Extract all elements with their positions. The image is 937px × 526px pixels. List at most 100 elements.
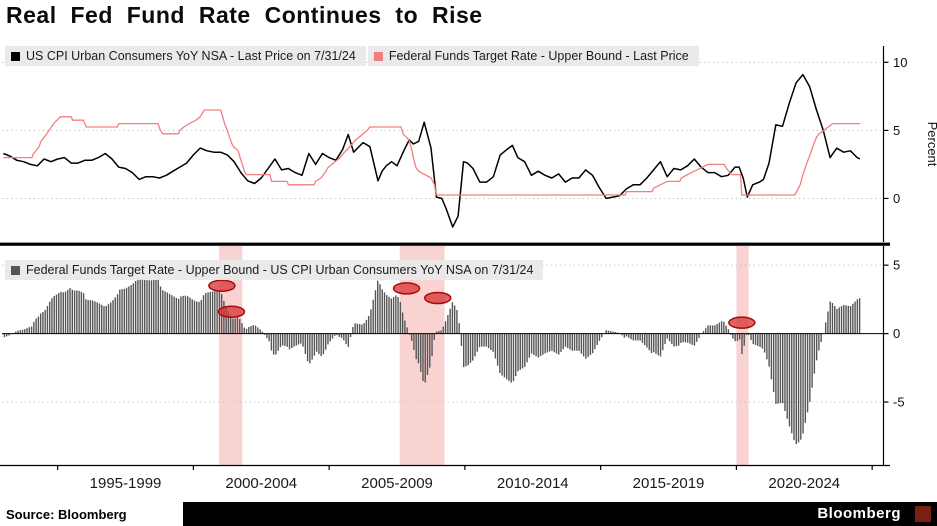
- real-rate-bar: [723, 321, 725, 334]
- real-rate-bar: [144, 279, 146, 334]
- real-rate-bar: [632, 333, 635, 341]
- real-rate-bar: [485, 333, 488, 347]
- real-rate-bar: [818, 333, 820, 351]
- real-rate-bar: [198, 301, 200, 334]
- real-rate-bar: [205, 293, 207, 334]
- real-rate-bar: [42, 312, 44, 334]
- real-rate-bar: [175, 297, 178, 334]
- real-rate-bar: [150, 280, 153, 334]
- real-rate-bar: [564, 333, 567, 347]
- y-tick-label-bottom: -5: [893, 395, 905, 410]
- real-rate-bar: [291, 333, 293, 349]
- real-rate-bar: [515, 333, 517, 377]
- real-rate-bar: [630, 333, 632, 340]
- real-rate-bar: [71, 289, 74, 334]
- real-rate-bar: [845, 305, 847, 334]
- real-rate-bar: [153, 280, 155, 334]
- x-tick-label: 2015-2019: [633, 475, 705, 492]
- real-rate-bar: [28, 327, 31, 334]
- annotation-oval: [728, 316, 756, 329]
- real-rate-bar: [370, 309, 372, 334]
- real-rate-bar: [854, 301, 856, 334]
- real-rate-bar: [675, 333, 678, 347]
- real-rate-bar: [689, 333, 691, 344]
- real-rate-bar: [499, 333, 501, 374]
- real-rate-bar: [171, 295, 173, 334]
- real-rate-bar: [729, 333, 732, 335]
- real-rate-bar: [460, 333, 463, 346]
- real-rate-bar: [539, 333, 542, 357]
- real-rate-bar: [159, 286, 162, 334]
- real-rate-bar: [555, 333, 558, 354]
- real-rate-bar: [562, 333, 564, 350]
- real-rate-bar: [15, 331, 17, 334]
- real-rate-bar: [338, 333, 340, 337]
- real-rate-bar: [809, 333, 811, 402]
- real-rate-bar: [487, 333, 490, 349]
- real-rate-bar: [770, 333, 773, 380]
- real-rate-bar: [824, 322, 827, 334]
- real-rate-bar: [209, 291, 212, 334]
- real-rate-bar: [279, 333, 282, 348]
- real-rate-bar: [44, 309, 46, 334]
- real-rate-bar: [449, 308, 451, 334]
- real-rate-bar: [381, 289, 383, 334]
- real-rate-bar: [750, 333, 752, 341]
- real-rate-bar: [657, 333, 659, 356]
- real-rate-bar: [322, 333, 325, 355]
- real-rate-bar: [752, 333, 754, 345]
- real-rate-bar: [39, 313, 42, 334]
- recession-band: [219, 246, 243, 465]
- real-rate-bar: [508, 333, 510, 381]
- legend-bottom: Federal Funds Target Rate - Upper Bound …: [5, 260, 544, 280]
- real-rate-bar: [639, 333, 641, 341]
- real-rate-bar: [26, 328, 28, 334]
- annotation-oval: [392, 282, 421, 295]
- real-rate-bar: [345, 333, 347, 345]
- legend-item-cpi-label: US CPI Urban Consumers YoY NSA - Last Pr…: [26, 49, 356, 63]
- real-rate-bar: [309, 333, 311, 364]
- real-rate-bar: [494, 333, 497, 359]
- real-rate-bar: [62, 292, 64, 334]
- x-tick-label: 2000-2004: [225, 475, 297, 492]
- real-rate-bar: [691, 333, 693, 345]
- real-rate-bar: [46, 305, 49, 334]
- real-rate-bar: [772, 333, 775, 393]
- legend-item-real-rate: Federal Funds Target Rate - Upper Bound …: [5, 260, 544, 280]
- real-rate-bar: [263, 333, 266, 335]
- real-rate-bar: [243, 327, 245, 334]
- real-rate-bar: [334, 333, 336, 336]
- real-rate-bar: [775, 333, 777, 405]
- real-rate-bar: [48, 301, 51, 334]
- real-rate-bar: [598, 333, 601, 341]
- real-rate-bar: [216, 291, 218, 334]
- real-rate-bar: [148, 280, 150, 334]
- real-rate-bar: [433, 333, 435, 340]
- y-tick-label-bottom: 5: [893, 258, 900, 273]
- real-rate-bar: [248, 327, 250, 334]
- real-rate-bar: [535, 333, 537, 357]
- real-rate-bar: [682, 333, 684, 343]
- brand-bar: Bloomberg: [183, 502, 937, 526]
- real-rate-bar: [589, 333, 592, 356]
- real-rate-bar: [261, 331, 264, 334]
- real-rate-bar: [580, 333, 583, 354]
- real-rate-bar: [736, 333, 739, 342]
- real-rate-bar: [560, 333, 562, 352]
- real-rate-bar: [734, 333, 736, 342]
- real-rate-bar: [363, 323, 365, 334]
- y-tick-label-top: 0: [893, 191, 900, 206]
- real-rate-bar: [349, 333, 352, 338]
- real-rate-bar: [137, 278, 139, 334]
- real-rate-bar: [481, 333, 483, 347]
- real-rate-bar: [856, 299, 859, 334]
- real-rate-bar: [811, 333, 813, 388]
- real-rate-bar: [763, 333, 766, 353]
- cpi-line: [3, 73, 861, 228]
- real-rate-bar: [820, 333, 822, 342]
- real-rate-bar: [304, 333, 307, 354]
- real-rate-bar: [456, 309, 458, 334]
- real-rate-bar: [797, 333, 800, 443]
- real-rate-bar: [85, 299, 87, 334]
- real-rate-bar: [331, 333, 334, 339]
